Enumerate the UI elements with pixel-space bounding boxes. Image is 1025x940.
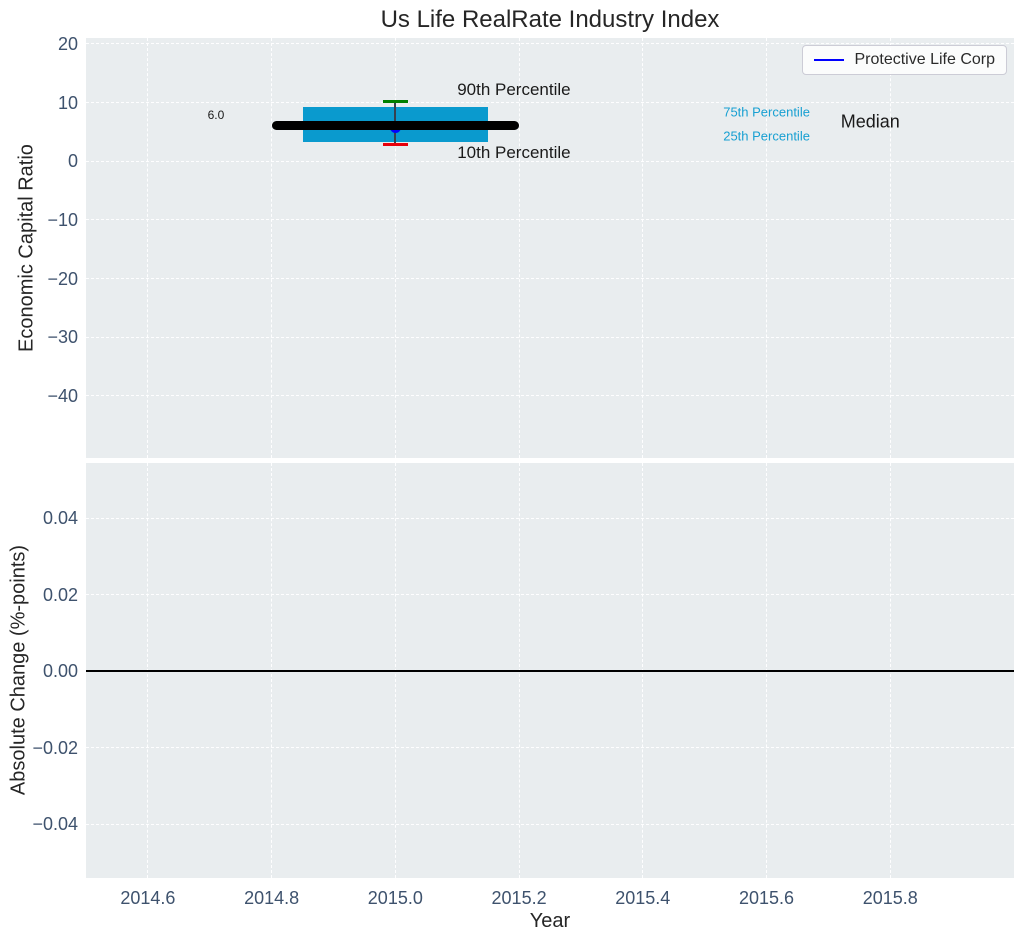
p10-cap (382, 143, 408, 147)
y-tick-label: 20 (57, 33, 78, 54)
y-tick-label: 0.00 (42, 661, 78, 682)
y-tick-label: 10 (57, 92, 78, 113)
y-tick-label: 0.02 (42, 584, 78, 605)
y-gridline (86, 517, 1014, 519)
y-tick-label: −40 (47, 385, 78, 406)
y-gridline (86, 102, 1014, 104)
y-gridline (86, 823, 1014, 825)
legend-label: Protective Life Corp (854, 51, 995, 68)
y-gridline (86, 160, 1014, 162)
annotation-p25-label: 25th Percentile (723, 128, 810, 144)
x-gridline (147, 38, 149, 458)
y-gridline (86, 747, 1014, 749)
y-gridline (86, 278, 1014, 279)
x-tick-label: 2014.8 (244, 888, 300, 908)
x-tick-label: 2015.0 (367, 888, 423, 908)
x-gridline (271, 38, 273, 458)
y-tick-label: −20 (47, 268, 78, 289)
top-axes: Protective Life Corp 90th Percentile 10th… (86, 38, 1014, 458)
x-tick-label: 2015.2 (491, 888, 547, 908)
y-tick-label: 0.04 (42, 508, 78, 529)
x-gridline (766, 38, 768, 458)
zero-line (86, 670, 1014, 673)
y-axis-label-top: Economic Capital Ratio (15, 144, 38, 352)
y-gridline (86, 395, 1014, 397)
x-axis-label: Year (529, 910, 571, 932)
y-gridline (86, 336, 1014, 338)
x-gridline (642, 38, 644, 458)
x-gridline (889, 38, 891, 458)
x-tick-label: 2015.4 (615, 888, 671, 908)
median-line (271, 121, 520, 131)
x-gridline (518, 38, 520, 458)
legend: Protective Life Corp (802, 45, 1007, 75)
y-gridline (86, 43, 1014, 45)
legend-line-icon (814, 59, 845, 61)
y-gridline (86, 219, 1014, 221)
y-tick-label: −0.02 (32, 737, 78, 758)
annotation-median-value-label: 6.0 (207, 107, 225, 122)
bottom-axes (86, 463, 1014, 878)
y-tick-label: −0.04 (32, 814, 78, 835)
x-tick-label: 2014.6 (120, 888, 176, 908)
y-tick-label: −10 (47, 209, 78, 230)
annotation-p10-label: 10th Percentile (457, 142, 571, 162)
y-gridline (86, 594, 1014, 596)
x-gridline (394, 38, 396, 458)
chart-title: Us Life RealRate Industry Index (380, 6, 720, 33)
p90-cap (382, 99, 408, 103)
annotation-p75-label: 75th Percentile (723, 104, 810, 120)
x-tick-label: 2015.6 (739, 888, 795, 908)
annotation-p90-label: 90th Percentile (457, 79, 571, 99)
x-tick-label: 2015.8 (862, 888, 918, 908)
annotation-median-label: Median (840, 111, 900, 132)
y-tick-label: 0 (67, 151, 78, 172)
y-tick-label: −30 (47, 327, 78, 348)
